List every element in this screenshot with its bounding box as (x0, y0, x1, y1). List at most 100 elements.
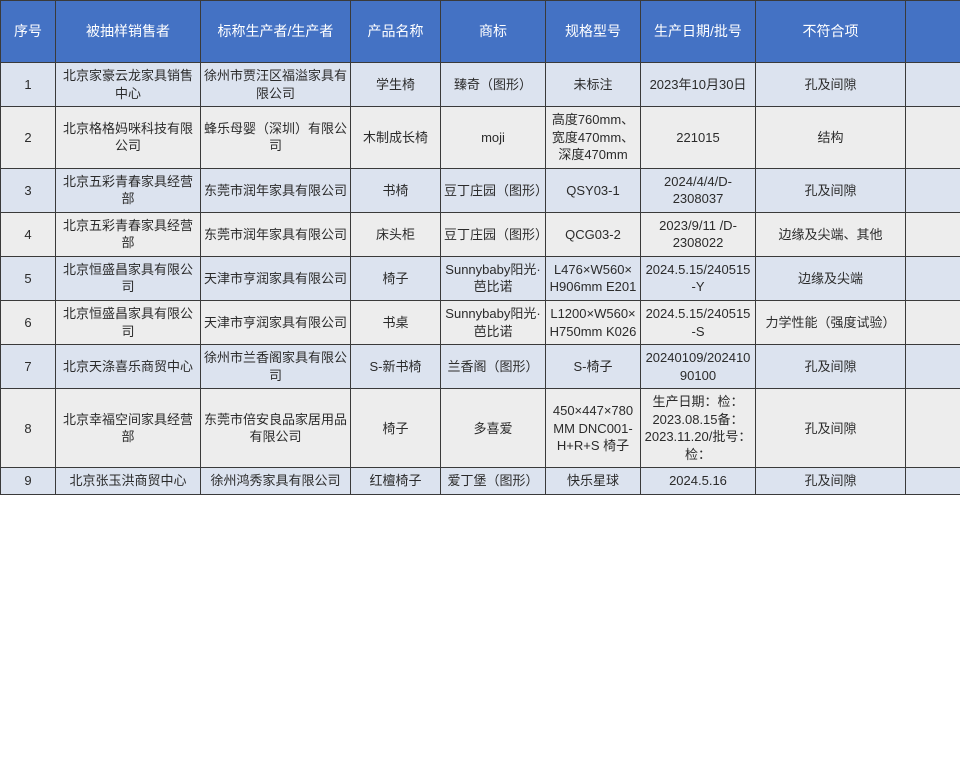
cell-brand: 兰香阁（图形） (441, 345, 546, 389)
table-row: 5 北京恒盛昌家具有限公司 天津市亨润家具有限公司 椅子 Sunnybaby阳光·芭比诺… (1, 256, 960, 300)
header-seq: 序号 (1, 1, 56, 63)
header-product: 产品名称 (351, 1, 441, 63)
cell-product: 学生椅 (351, 63, 441, 107)
cell-date: 2023/9/11 /D-2308022 (641, 212, 756, 256)
header-seller: 被抽样销售者 (56, 1, 201, 63)
cell-violation: 孔及间隙 (756, 345, 906, 389)
cell-brand: 多喜爱 (441, 389, 546, 468)
cell-brand: 臻奇（图形） (441, 63, 546, 107)
cell-producer: 天津市亨润家具有限公司 (201, 256, 351, 300)
cell-brand: 爱丁堡（图形） (441, 468, 546, 495)
cell-date: 20240109/20241090100 (641, 345, 756, 389)
inspection-results-table: 序号 被抽样销售者 标称生产者/生产者 产品名称 商标 规格型号 生产日期/批号… (0, 0, 960, 495)
cell-violation: 边缘及尖端、其他 (756, 212, 906, 256)
cell-seq: 2 (1, 107, 56, 169)
cell-date: 2024/4/4/D-2308037 (641, 168, 756, 212)
cell-date: 221015 (641, 107, 756, 169)
cell-violation: 孔及间隙 (756, 63, 906, 107)
cell-seller: 北京五彩青春家具经营部 (56, 168, 201, 212)
cell-producer: 天津市亨润家具有限公司 (201, 301, 351, 345)
cell-spec: QCG03-2 (546, 212, 641, 256)
cell-seller: 北京恒盛昌家具有限公司 (56, 256, 201, 300)
cell-remark (906, 63, 960, 107)
cell-producer: 东莞市倍安良品家居用品有限公司 (201, 389, 351, 468)
cell-seq: 4 (1, 212, 56, 256)
cell-seller: 北京格格妈咪科技有限公司 (56, 107, 201, 169)
cell-product: 椅子 (351, 256, 441, 300)
cell-remark (906, 389, 960, 468)
cell-product: 红檀椅子 (351, 468, 441, 495)
cell-producer: 东莞市润年家具有限公司 (201, 212, 351, 256)
cell-remark (906, 168, 960, 212)
table-row: 2 北京格格妈咪科技有限公司 蜂乐母婴（深圳）有限公司 木制成长椅 moji 高度760m… (1, 107, 960, 169)
header-spec: 规格型号 (546, 1, 641, 63)
cell-violation: 边缘及尖端 (756, 256, 906, 300)
table-row: 4 北京五彩青春家具经营部 东莞市润年家具有限公司 床头柜 豆丁庄园（图形） QCG03-… (1, 212, 960, 256)
table-row: 9 北京张玉洪商贸中心 徐州鸿秀家具有限公司 红檀椅子 爱丁堡（图形） 快乐星球 2024.… (1, 468, 960, 495)
header-producer: 标称生产者/生产者 (201, 1, 351, 63)
cell-remark (906, 212, 960, 256)
cell-violation: 孔及间隙 (756, 168, 906, 212)
cell-violation: 结构 (756, 107, 906, 169)
cell-seq: 6 (1, 301, 56, 345)
table-row: 6 北京恒盛昌家具有限公司 天津市亨润家具有限公司 书桌 Sunnybaby阳光·芭比诺… (1, 301, 960, 345)
cell-product: 床头柜 (351, 212, 441, 256)
cell-date: 2024.5.15/240515-S (641, 301, 756, 345)
cell-date: 2024.5.15/240515-Y (641, 256, 756, 300)
cell-brand: moji (441, 107, 546, 169)
table-row: 3 北京五彩青春家具经营部 东莞市润年家具有限公司 书椅 豆丁庄园（图形） QSY03-1… (1, 168, 960, 212)
cell-producer: 东莞市润年家具有限公司 (201, 168, 351, 212)
cell-product: 书椅 (351, 168, 441, 212)
cell-spec: L476×W560× H906mm E201 (546, 256, 641, 300)
cell-seller: 北京幸福空间家具经营部 (56, 389, 201, 468)
cell-remark (906, 345, 960, 389)
table-row: 7 北京天涤喜乐商贸中心 徐州市兰香阁家具有限公司 S-新书椅 兰香阁（图形） S-椅子 2… (1, 345, 960, 389)
cell-seller: 北京天涤喜乐商贸中心 (56, 345, 201, 389)
cell-seq: 7 (1, 345, 56, 389)
cell-seq: 3 (1, 168, 56, 212)
cell-brand: Sunnybaby阳光·芭比诺 (441, 256, 546, 300)
cell-product: 椅子 (351, 389, 441, 468)
cell-producer: 徐州鸿秀家具有限公司 (201, 468, 351, 495)
cell-violation: 力学性能（强度试验） (756, 301, 906, 345)
cell-brand: 豆丁庄园（图形） (441, 212, 546, 256)
cell-producer: 徐州市贾汪区福溢家具有限公司 (201, 63, 351, 107)
cell-date: 2024.5.16 (641, 468, 756, 495)
header-brand: 商标 (441, 1, 546, 63)
cell-spec: QSY03-1 (546, 168, 641, 212)
cell-seq: 1 (1, 63, 56, 107)
cell-violation: 孔及间隙 (756, 389, 906, 468)
cell-seller: 北京家豪云龙家具销售中心 (56, 63, 201, 107)
cell-remark (906, 256, 960, 300)
table-row: 8 北京幸福空间家具经营部 东莞市倍安良品家居用品有限公司 椅子 多喜爱 450×447×… (1, 389, 960, 468)
cell-producer: 蜂乐母婴（深圳）有限公司 (201, 107, 351, 169)
cell-remark (906, 468, 960, 495)
cell-date: 2023年10月30日 (641, 63, 756, 107)
cell-product: S-新书椅 (351, 345, 441, 389)
cell-seller: 北京恒盛昌家具有限公司 (56, 301, 201, 345)
cell-brand: 豆丁庄园（图形） (441, 168, 546, 212)
table-body: 1 北京家豪云龙家具销售中心 徐州市贾汪区福溢家具有限公司 学生椅 臻奇（图形） 未标注 2… (1, 63, 960, 495)
cell-violation: 孔及间隙 (756, 468, 906, 495)
cell-spec: 450×447×780MM DNC001-H+R+S 椅子 (546, 389, 641, 468)
cell-remark (906, 301, 960, 345)
cell-seq: 9 (1, 468, 56, 495)
cell-product: 木制成长椅 (351, 107, 441, 169)
cell-seq: 5 (1, 256, 56, 300)
table-row: 1 北京家豪云龙家具销售中心 徐州市贾汪区福溢家具有限公司 学生椅 臻奇（图形） 未标注 2… (1, 63, 960, 107)
cell-spec: S-椅子 (546, 345, 641, 389)
cell-spec: L1200×W560×H750mm K026 (546, 301, 641, 345)
header-date: 生产日期/批号 (641, 1, 756, 63)
cell-producer: 徐州市兰香阁家具有限公司 (201, 345, 351, 389)
cell-product: 书桌 (351, 301, 441, 345)
table-header-row: 序号 被抽样销售者 标称生产者/生产者 产品名称 商标 规格型号 生产日期/批号… (1, 1, 960, 63)
cell-brand: Sunnybaby阳光·芭比诺 (441, 301, 546, 345)
cell-seller: 北京五彩青春家具经营部 (56, 212, 201, 256)
cell-spec: 高度760mm、宽度470mm、深度470mm (546, 107, 641, 169)
cell-date: 生产日期：检：2023.08.15备：2023.11.20/批号：检： (641, 389, 756, 468)
header-remark: 备注 (906, 1, 960, 63)
cell-seller: 北京张玉洪商贸中心 (56, 468, 201, 495)
cell-remark (906, 107, 960, 169)
cell-spec: 未标注 (546, 63, 641, 107)
cell-spec: 快乐星球 (546, 468, 641, 495)
